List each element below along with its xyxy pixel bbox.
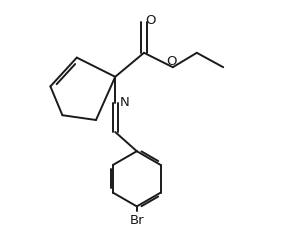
Text: O: O bbox=[145, 14, 155, 27]
Text: O: O bbox=[166, 55, 177, 68]
Text: Br: Br bbox=[130, 214, 144, 227]
Text: N: N bbox=[120, 96, 129, 108]
